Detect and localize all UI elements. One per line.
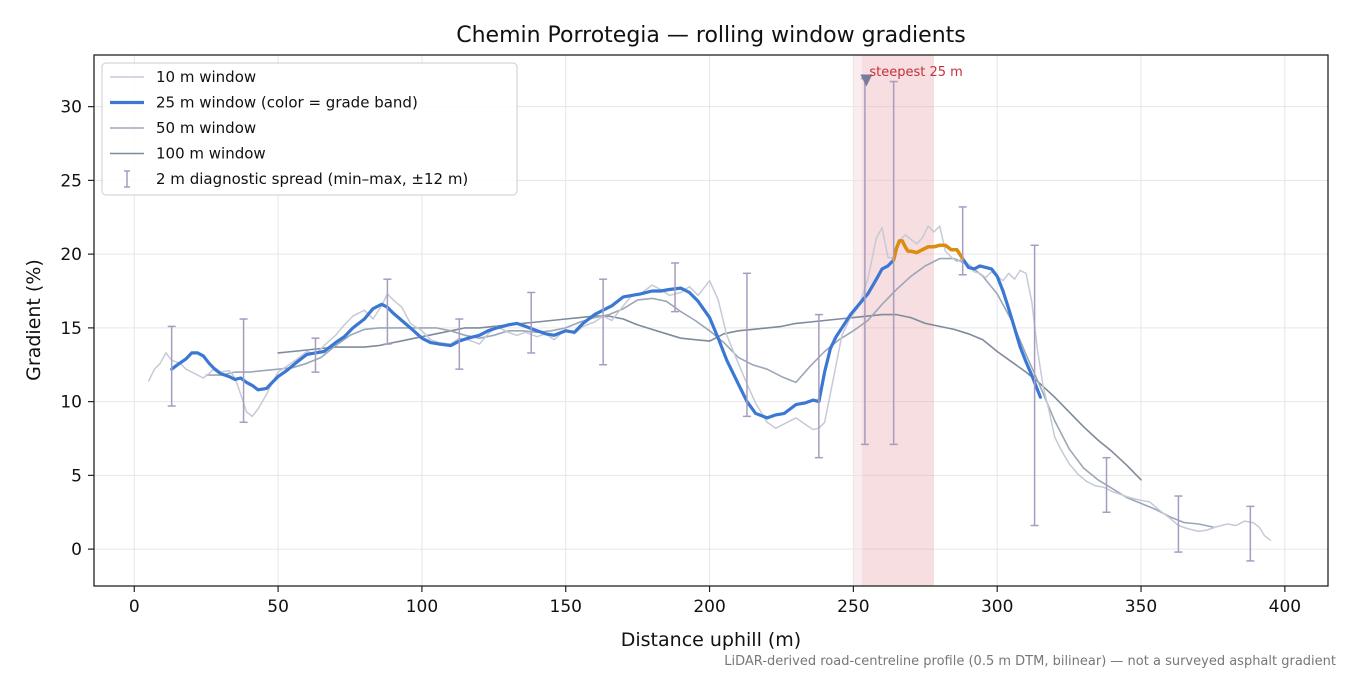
y-tick-label: 25 xyxy=(60,171,82,191)
legend: 10 m window 25 m window (color = grade ba… xyxy=(101,62,518,196)
highlight-band xyxy=(862,55,934,586)
y-axis-ticks: 0 5 10 15 20 25 30 xyxy=(60,98,94,560)
x-tick-label: 250 xyxy=(837,597,869,617)
y-tick-label: 15 xyxy=(60,319,82,339)
y-tick-label: 5 xyxy=(71,466,82,486)
series-line-w50 xyxy=(205,257,1214,528)
y-tick-label: 30 xyxy=(60,98,82,118)
steepest-annotation: steepest 25 m xyxy=(869,65,962,80)
x-tick-label: 400 xyxy=(1269,597,1301,617)
x-tick-label: 350 xyxy=(1125,597,1157,617)
x-tick-label: 300 xyxy=(981,597,1013,617)
legend-box xyxy=(101,62,518,196)
steepest-marker-triangle xyxy=(860,74,873,87)
x-axis-ticks: 0 50 100 150 200 250 300 350 400 xyxy=(129,586,1301,617)
legend-label: 100 m window xyxy=(156,145,266,163)
y-tick-label: 0 xyxy=(71,540,82,560)
x-tick-label: 0 xyxy=(129,597,140,617)
legend-label: 2 m diagnostic spread (min–max, ±12 m) xyxy=(156,170,468,188)
y-tick-label: 10 xyxy=(60,393,82,413)
steepest-marker: steepest 25 m xyxy=(860,65,963,87)
highlight-band-outer xyxy=(853,55,863,586)
legend-label: 25 m window (color = grade band) xyxy=(156,94,418,112)
series-line-w25-steep xyxy=(892,239,965,262)
y-tick-label: 20 xyxy=(60,245,82,265)
chart-title: Chemin Porrotegia — rolling window gradi… xyxy=(456,23,966,48)
y-axis-label: Gradient (%) xyxy=(23,259,45,381)
legend-label: 10 m window xyxy=(156,68,256,86)
footnote: LiDAR-derived road-centreline profile (0… xyxy=(724,654,1336,669)
legend-label: 50 m window xyxy=(156,119,256,137)
x-axis-label: Distance uphill (m) xyxy=(621,629,801,651)
plot-frame xyxy=(93,54,1329,587)
x-tick-label: 150 xyxy=(550,597,582,617)
x-tick-label: 50 xyxy=(267,597,289,617)
x-tick-label: 200 xyxy=(693,597,725,617)
x-tick-label: 100 xyxy=(406,597,438,617)
steepest-band xyxy=(853,55,934,586)
error-bars xyxy=(167,77,1255,562)
